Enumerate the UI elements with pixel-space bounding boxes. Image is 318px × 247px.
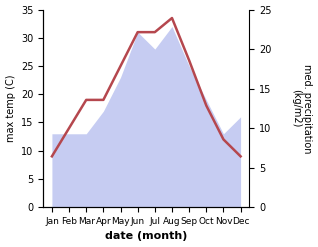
Y-axis label: max temp (C): max temp (C) xyxy=(5,75,16,142)
X-axis label: date (month): date (month) xyxy=(105,231,187,242)
Y-axis label: med. precipitation
(kg/m2): med. precipitation (kg/m2) xyxy=(291,64,313,153)
